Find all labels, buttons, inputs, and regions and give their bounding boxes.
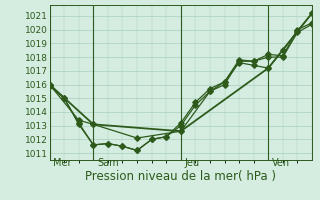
Text: Ven: Ven bbox=[272, 158, 290, 168]
Text: Sam: Sam bbox=[97, 158, 119, 168]
Text: Jeu: Jeu bbox=[184, 158, 200, 168]
Text: Mer: Mer bbox=[53, 158, 72, 168]
X-axis label: Pression niveau de la mer( hPa ): Pression niveau de la mer( hPa ) bbox=[85, 170, 276, 183]
